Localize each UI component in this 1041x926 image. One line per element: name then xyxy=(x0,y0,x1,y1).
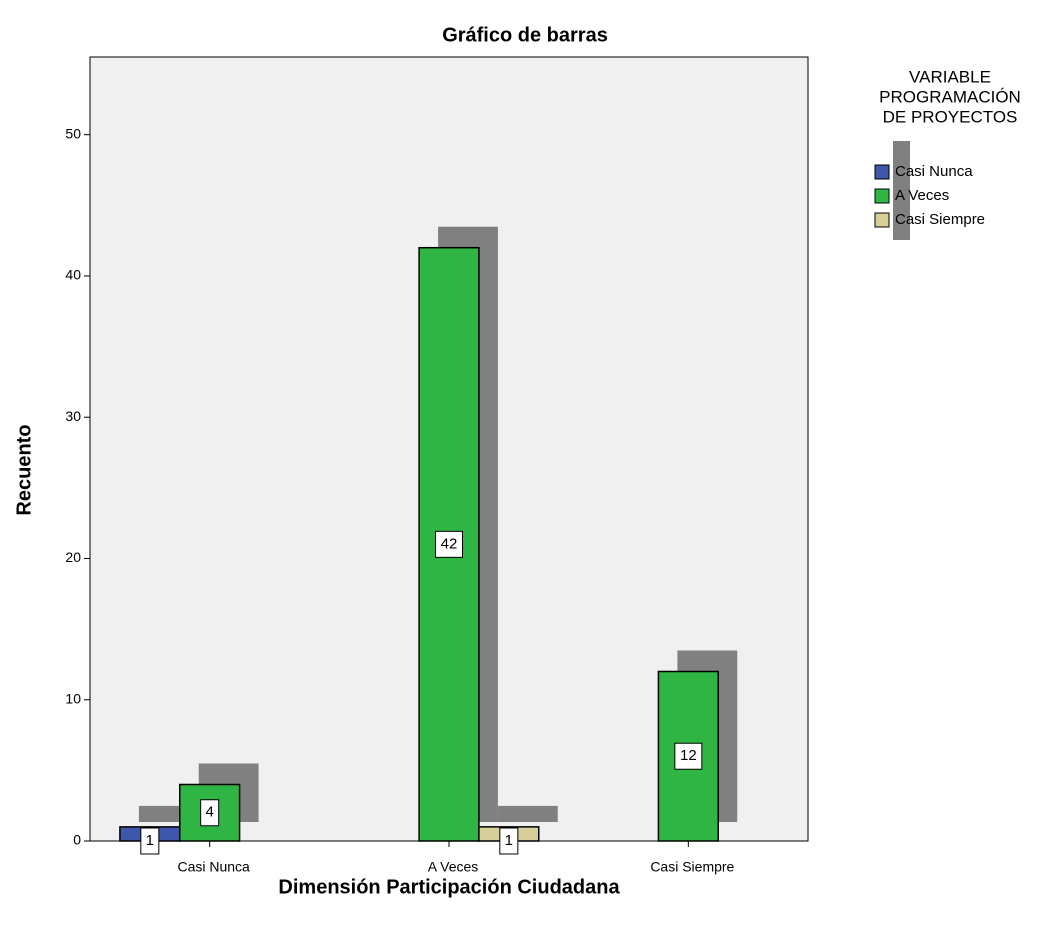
value-label-box xyxy=(140,827,160,855)
legend-title: PROGRAMACIÓN xyxy=(879,87,1021,106)
value-label-box xyxy=(200,799,220,827)
value-label: 4 xyxy=(205,804,213,821)
x-tick-label: Casi Nunca xyxy=(177,859,250,875)
value-label: 1 xyxy=(505,832,513,849)
legend-swatch xyxy=(874,188,890,204)
y-tick-label: 10 xyxy=(65,690,81,706)
y-tick-label: 20 xyxy=(65,549,81,565)
legend-title: VARIABLE xyxy=(909,67,991,86)
legend-swatch xyxy=(874,212,890,228)
value-label-box xyxy=(499,827,519,855)
x-axis-label: Dimensión Participación Ciudadana xyxy=(278,876,620,898)
x-tick-label: A Veces xyxy=(428,859,479,875)
y-tick-label: 40 xyxy=(65,267,81,283)
legend-label: A Veces xyxy=(895,187,949,204)
y-tick-label: 30 xyxy=(65,408,81,424)
value-label-box xyxy=(674,742,703,770)
x-tick-label: Casi Siempre xyxy=(650,859,734,875)
y-axis-label: Recuento xyxy=(13,424,35,515)
value-label: 42 xyxy=(441,535,458,552)
legend-shadow xyxy=(893,141,910,240)
legend-swatch xyxy=(874,164,890,180)
value-label: 12 xyxy=(680,747,697,764)
legend-label: Casi Nunca xyxy=(895,163,973,180)
chart-title: Gráfico de barras xyxy=(442,24,608,46)
y-tick-label: 50 xyxy=(65,125,81,141)
value-label: 1 xyxy=(146,832,154,849)
value-label-box xyxy=(435,530,463,558)
legend-title: DE PROYECTOS xyxy=(883,107,1018,126)
legend-label: Casi Siempre xyxy=(895,211,985,228)
bar-shadow xyxy=(497,805,558,822)
y-tick-label: 0 xyxy=(73,832,81,848)
